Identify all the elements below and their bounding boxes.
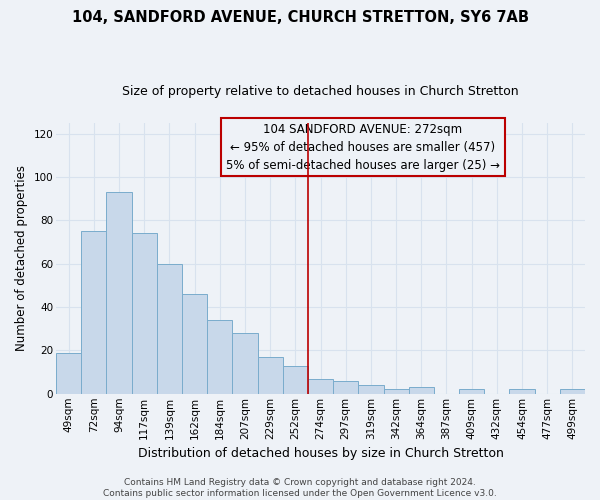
Bar <box>106 192 131 394</box>
Bar <box>283 366 308 394</box>
Text: Contains HM Land Registry data © Crown copyright and database right 2024.
Contai: Contains HM Land Registry data © Crown c… <box>103 478 497 498</box>
Bar <box>358 385 383 394</box>
Y-axis label: Number of detached properties: Number of detached properties <box>15 166 28 352</box>
Bar <box>131 234 157 394</box>
Bar <box>56 352 81 394</box>
Bar <box>459 390 484 394</box>
Bar <box>509 390 535 394</box>
X-axis label: Distribution of detached houses by size in Church Stretton: Distribution of detached houses by size … <box>137 447 503 460</box>
Bar <box>308 378 333 394</box>
Bar <box>560 390 585 394</box>
Bar <box>182 294 207 394</box>
Bar <box>81 231 106 394</box>
Bar <box>333 381 358 394</box>
Title: Size of property relative to detached houses in Church Stretton: Size of property relative to detached ho… <box>122 85 519 98</box>
Text: 104, SANDFORD AVENUE, CHURCH STRETTON, SY6 7AB: 104, SANDFORD AVENUE, CHURCH STRETTON, S… <box>71 10 529 25</box>
Bar <box>157 264 182 394</box>
Bar <box>257 357 283 394</box>
Bar <box>232 333 257 394</box>
Bar <box>207 320 232 394</box>
Bar <box>409 388 434 394</box>
Text: 104 SANDFORD AVENUE: 272sqm
← 95% of detached houses are smaller (457)
5% of sem: 104 SANDFORD AVENUE: 272sqm ← 95% of det… <box>226 123 500 172</box>
Bar <box>383 390 409 394</box>
